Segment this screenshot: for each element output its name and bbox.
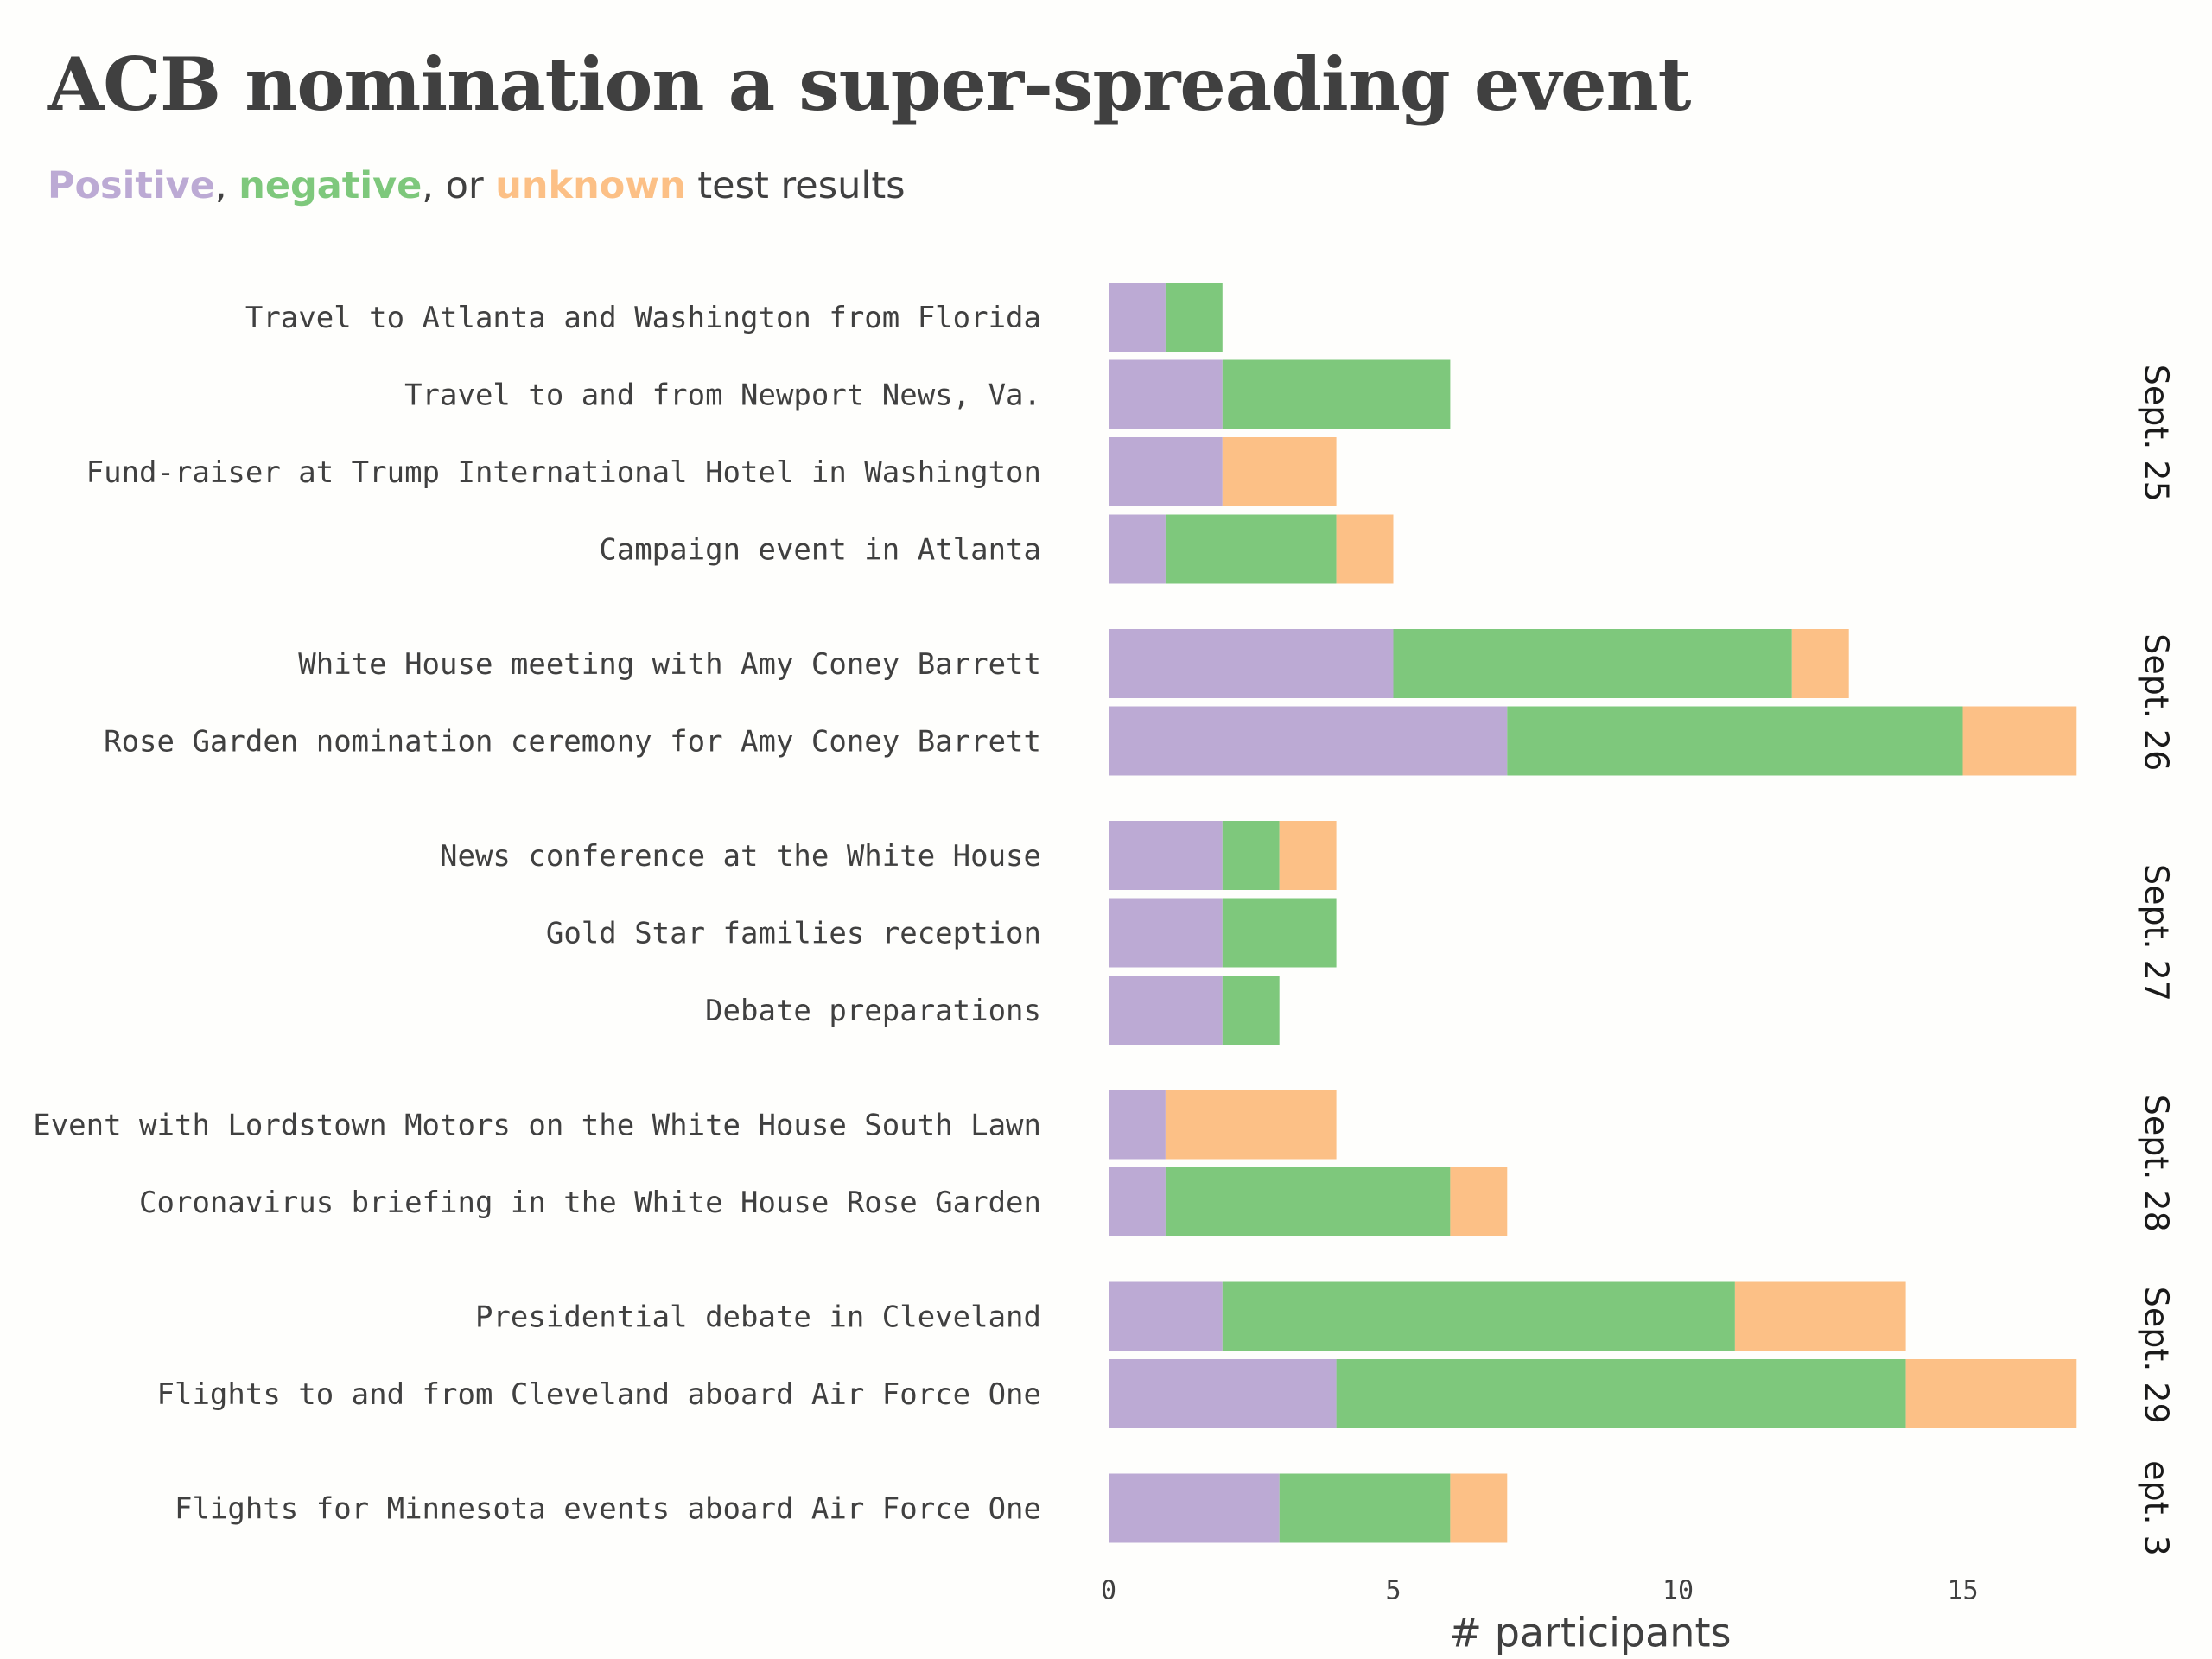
bar-segment-unknown (1165, 1090, 1337, 1160)
category-label: Presidential debate in Cleveland (475, 1300, 1041, 1335)
bar-segment-unknown (1450, 1167, 1508, 1236)
bar-segment-positive (1109, 1167, 1166, 1236)
bar-segment-positive (1109, 437, 1223, 506)
category-label: Fund-raiser at Trump International Hotel… (86, 455, 1041, 490)
bar-segment-unknown (1962, 706, 2077, 776)
facet-label: Sept. 25 (2138, 365, 2176, 502)
bar-segment-negative (1279, 1473, 1451, 1543)
facet-label: ept. 3 (2138, 1460, 2176, 1556)
x-axis: 0 5 10 15 # participants (1101, 1576, 1979, 1656)
facet-labels-layer: Sept. 25 Sept. 26 Sept. 27 Sept. 28 Sept. 29… (2138, 365, 2176, 1556)
bar-segment-unknown (1336, 514, 1394, 584)
category-label: Flights to and from Cleveland aboard Air… (157, 1377, 1042, 1412)
bar-segment-positive (1109, 1473, 1280, 1543)
category-label: Travel to and from Newport News, Va. (404, 378, 1041, 413)
bar-segment-positive (1109, 629, 1394, 698)
bar-segment-negative (1222, 359, 1451, 429)
bar-segment-unknown (1450, 1473, 1508, 1543)
bar-segment-positive (1109, 359, 1223, 429)
bar-segment-positive (1109, 1281, 1223, 1351)
bar-segment-positive (1109, 514, 1166, 584)
facet-label: Sept. 29 (2138, 1287, 2176, 1424)
facet-label: Sept. 27 (2138, 864, 2176, 1001)
category-label: Coronavirus briefing in the White House … (139, 1185, 1041, 1220)
bar-segment-unknown (1279, 821, 1337, 890)
legend-unknown: unknown (495, 164, 686, 207)
category-label: News conference at the White House (440, 839, 1041, 874)
facet-label: Sept. 26 (2138, 633, 2176, 771)
bar-segment-positive (1109, 976, 1223, 1045)
bar-segment-negative (1165, 514, 1337, 584)
bars-layer (1109, 283, 2077, 1543)
bar-segment-positive (1109, 706, 1508, 776)
x-axis-label: # participants (1449, 1610, 1732, 1656)
bar-segment-negative (1222, 976, 1280, 1045)
bar-segment-negative (1222, 1281, 1735, 1351)
bar-segment-unknown (1905, 1359, 2077, 1428)
chart-title: ACB nomination a super-spreading event (48, 41, 1691, 127)
category-label: Debate preparations (705, 994, 1041, 1028)
bar-segment-negative (1165, 283, 1223, 352)
legend-negative: negative (238, 164, 423, 207)
bar-segment-negative (1222, 821, 1280, 890)
bar-segment-unknown (1734, 1281, 1906, 1351)
bar-segment-positive (1109, 283, 1166, 352)
category-labels-layer: Travel to Atlanta and Washington from Fl… (33, 301, 1041, 1527)
facet-label: Sept. 28 (2138, 1095, 2176, 1232)
bar-segment-positive (1109, 1359, 1337, 1428)
legend-positive: Positive (48, 164, 215, 207)
x-tick-label: 15 (1947, 1576, 1978, 1606)
subtitle-text: test results (685, 164, 906, 207)
bar-segment-positive (1109, 821, 1223, 890)
category-label: Rose Garden nomination ceremony for Amy … (104, 725, 1041, 760)
subtitle-separator: , or (422, 164, 496, 207)
bar-segment-negative (1393, 629, 1792, 698)
bar-segment-unknown (1222, 437, 1337, 506)
category-label: Flights for Minnesota events aboard Air … (175, 1492, 1041, 1527)
bar-segment-negative (1507, 706, 1963, 776)
bar-segment-negative (1336, 1359, 1906, 1428)
bar-segment-negative (1165, 1167, 1451, 1236)
bar-segment-negative (1222, 898, 1337, 968)
subtitle-separator: , (214, 164, 239, 207)
category-label: Travel to Atlanta and Washington from Fl… (245, 301, 1041, 335)
bar-segment-positive (1109, 898, 1223, 968)
bar-segment-unknown (1791, 629, 1849, 698)
chart-subtitle: Positive, negative, or unknown test resu… (48, 164, 906, 207)
category-label: Campaign event in Atlanta (599, 533, 1041, 568)
category-label: Gold Star families reception (546, 917, 1041, 951)
x-tick-label: 10 (1662, 1576, 1694, 1606)
x-tick-label: 0 (1101, 1576, 1116, 1606)
x-tick-label: 5 (1385, 1576, 1401, 1606)
category-label: White House meeting with Amy Coney Barre… (298, 647, 1041, 682)
bar-segment-positive (1109, 1090, 1166, 1160)
category-label: Event with Lordstown Motors on the White… (33, 1109, 1041, 1143)
